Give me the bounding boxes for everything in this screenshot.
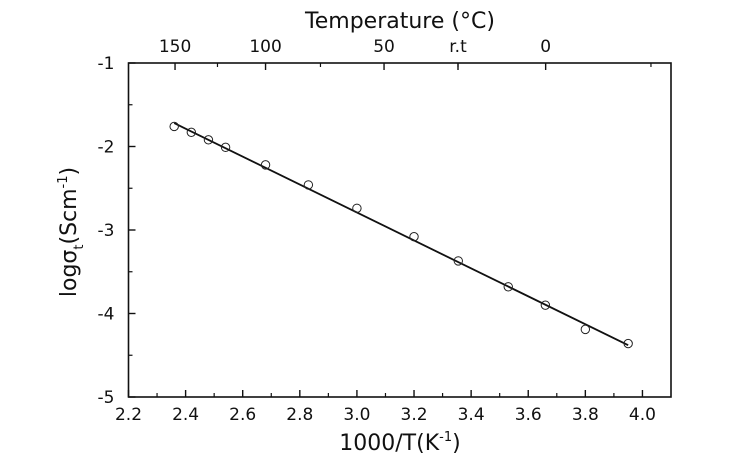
y-tick-label: -4: [98, 305, 115, 325]
y-tick-label: -5: [98, 388, 115, 408]
x-tick-label: 2.2: [115, 405, 142, 425]
x-tick-label: 3.4: [458, 405, 485, 425]
data-point: [580, 324, 591, 335]
data-point: [169, 121, 179, 132]
x-tick-label: 3.8: [572, 405, 599, 425]
plot-frame: [127, 62, 672, 398]
y-tick-label: -3: [98, 221, 115, 241]
top-tick-label: 100: [249, 37, 281, 57]
top-axis-label: Temperature (°C): [304, 9, 495, 34]
data-point: [303, 180, 314, 190]
data-point: [503, 282, 513, 292]
x-tick-label: 4.0: [629, 405, 656, 425]
top-tick-label: 50: [373, 37, 395, 57]
data-point: [186, 127, 197, 138]
data-point: [623, 338, 633, 349]
data-point: [260, 160, 271, 170]
x-tick-label: 3.2: [401, 405, 428, 425]
top-tick-label: r.t: [449, 37, 467, 57]
data-point: [352, 203, 362, 213]
top-tick-label: 0: [540, 37, 551, 57]
x-tick-label: 2.8: [286, 405, 313, 425]
y-tick-label: -2: [98, 138, 115, 158]
data-point: [409, 231, 419, 242]
x-tick-label: 3.6: [515, 405, 542, 425]
x-axis-label: 1000/T(K-1): [339, 430, 460, 456]
x-tick-label: 2.4: [172, 405, 199, 425]
data-point: [203, 135, 214, 145]
data-point: [453, 256, 463, 266]
x-tick-label: 2.6: [229, 405, 256, 425]
fit-line: [173, 122, 629, 347]
x-tick-label: 3.0: [343, 405, 370, 425]
y-tick-label: -1: [98, 54, 115, 74]
data-point: [220, 142, 231, 153]
top-tick-label: 150: [159, 37, 191, 57]
data-point: [540, 300, 551, 310]
y-axis-label: logσt(Scm-1): [56, 167, 87, 297]
